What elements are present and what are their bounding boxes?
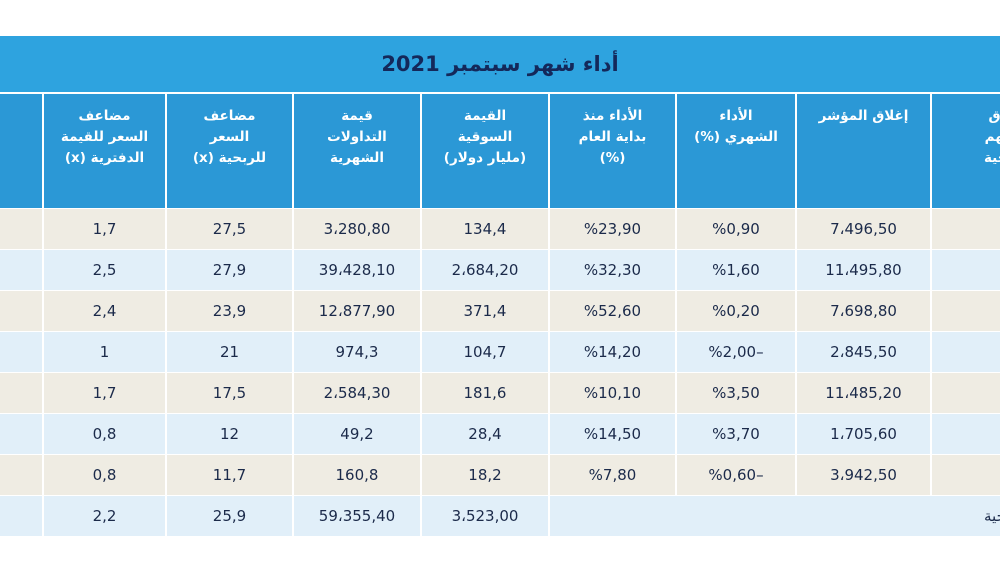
data-cell: 12،877,90 xyxy=(292,290,420,331)
data-cell: 2,2 xyxy=(42,495,165,536)
row-label: ودية xyxy=(930,249,1000,290)
row-label xyxy=(930,331,1000,372)
data-cell: %0,60– xyxy=(675,454,795,495)
data-cell: 40 xyxy=(0,495,42,536)
data-cell: 2،684,20 xyxy=(420,249,548,290)
data-cell: 160,8 xyxy=(292,454,420,495)
data-cell: 1،705,60 xyxy=(795,413,930,454)
data-cell: 1,7 xyxy=(42,208,165,249)
data-cell: %0,90 xyxy=(675,208,795,249)
row-label: ط xyxy=(930,454,1000,495)
row-label: ت xyxy=(930,208,1000,249)
data-cell: 7،496,50 xyxy=(795,208,930,249)
header-cell: ال ج ) xyxy=(0,92,42,208)
data-cell: 00 xyxy=(0,290,42,331)
data-cell: 80 xyxy=(0,208,42,249)
data-cell: %32,30 xyxy=(548,249,675,290)
data-cell: 70 xyxy=(0,331,42,372)
data-cell: 3،280,80 xyxy=(292,208,420,249)
data-cell: 2،845,50 xyxy=(795,331,930,372)
row-label: بي xyxy=(930,290,1000,331)
data-cell: 59،355,40 xyxy=(292,495,420,536)
data-cell: 7،698,80 xyxy=(795,290,930,331)
data-cell: 00 xyxy=(0,454,42,495)
data-cell: 1,7 xyxy=(42,372,165,413)
data-cell: %2,00– xyxy=(675,331,795,372)
row-label: راق الخليجية xyxy=(548,495,1000,536)
header-cell: مضاعف السعر للقيمة الدفترية (x) xyxy=(42,92,165,208)
data-cell: 11،495,80 xyxy=(795,249,930,290)
data-cell: 17,5 xyxy=(165,372,292,413)
data-cell: 28,4 xyxy=(420,413,548,454)
data-cell: %14,50 xyxy=(548,413,675,454)
data-cell: 60 xyxy=(0,372,42,413)
data-cell: 11,7 xyxy=(165,454,292,495)
data-cell: 25,9 xyxy=(165,495,292,536)
header-cell: الأداء منذ بداية العام (%) xyxy=(548,92,675,208)
data-cell: 0,8 xyxy=(42,454,165,495)
data-cell: 27,5 xyxy=(165,208,292,249)
data-cell: 2،584,30 xyxy=(292,372,420,413)
data-cell: %0,20 xyxy=(675,290,795,331)
header-cell: إغلاق المؤشر xyxy=(795,92,930,208)
data-cell: 30 xyxy=(0,249,42,290)
data-cell: %3,50 xyxy=(675,372,795,413)
header-cell: قيمة التداولات الشهرية xyxy=(292,92,420,208)
data-cell: %7,80 xyxy=(548,454,675,495)
row-label: رين xyxy=(930,413,1000,454)
data-cell: 11،485,20 xyxy=(795,372,930,413)
data-cell: 12 xyxy=(165,413,292,454)
data-cell: 20 xyxy=(0,413,42,454)
data-cell: 134,4 xyxy=(420,208,548,249)
data-cell: 18,2 xyxy=(420,454,548,495)
data-cell: 21 xyxy=(165,331,292,372)
data-cell: 23,9 xyxy=(165,290,292,331)
data-cell: 27,9 xyxy=(165,249,292,290)
data-cell: 49,2 xyxy=(292,413,420,454)
data-cell: 2,4 xyxy=(42,290,165,331)
header-cell: القيمة السوقية (مليار دولار) xyxy=(420,92,548,208)
data-cell: %1,60 xyxy=(675,249,795,290)
data-cell: 0,8 xyxy=(42,413,165,454)
data-cell: 3،942,50 xyxy=(795,454,930,495)
data-cell: 181,6 xyxy=(420,372,548,413)
data-cell: %3,70 xyxy=(675,413,795,454)
data-cell: %23,90 xyxy=(548,208,675,249)
data-cell: %52,60 xyxy=(548,290,675,331)
table-title: أداء شهر سبتمبر 2021 xyxy=(0,36,1000,92)
header-cell: واق سهم ليجية xyxy=(930,92,1000,208)
data-cell: %10,10 xyxy=(548,372,675,413)
data-cell: 104,7 xyxy=(420,331,548,372)
header-cell: الأداء الشهري (%) xyxy=(675,92,795,208)
data-cell: 974,3 xyxy=(292,331,420,372)
data-cell: 2,5 xyxy=(42,249,165,290)
data-cell: %14,20 xyxy=(548,331,675,372)
header-cell: مضاعف السعر للربحية (x) xyxy=(165,92,292,208)
row-label xyxy=(930,372,1000,413)
data-cell: 1 xyxy=(42,331,165,372)
data-cell: 3،523,00 xyxy=(420,495,548,536)
data-cell: 371,4 xyxy=(420,290,548,331)
data-cell: 39،428,10 xyxy=(292,249,420,290)
